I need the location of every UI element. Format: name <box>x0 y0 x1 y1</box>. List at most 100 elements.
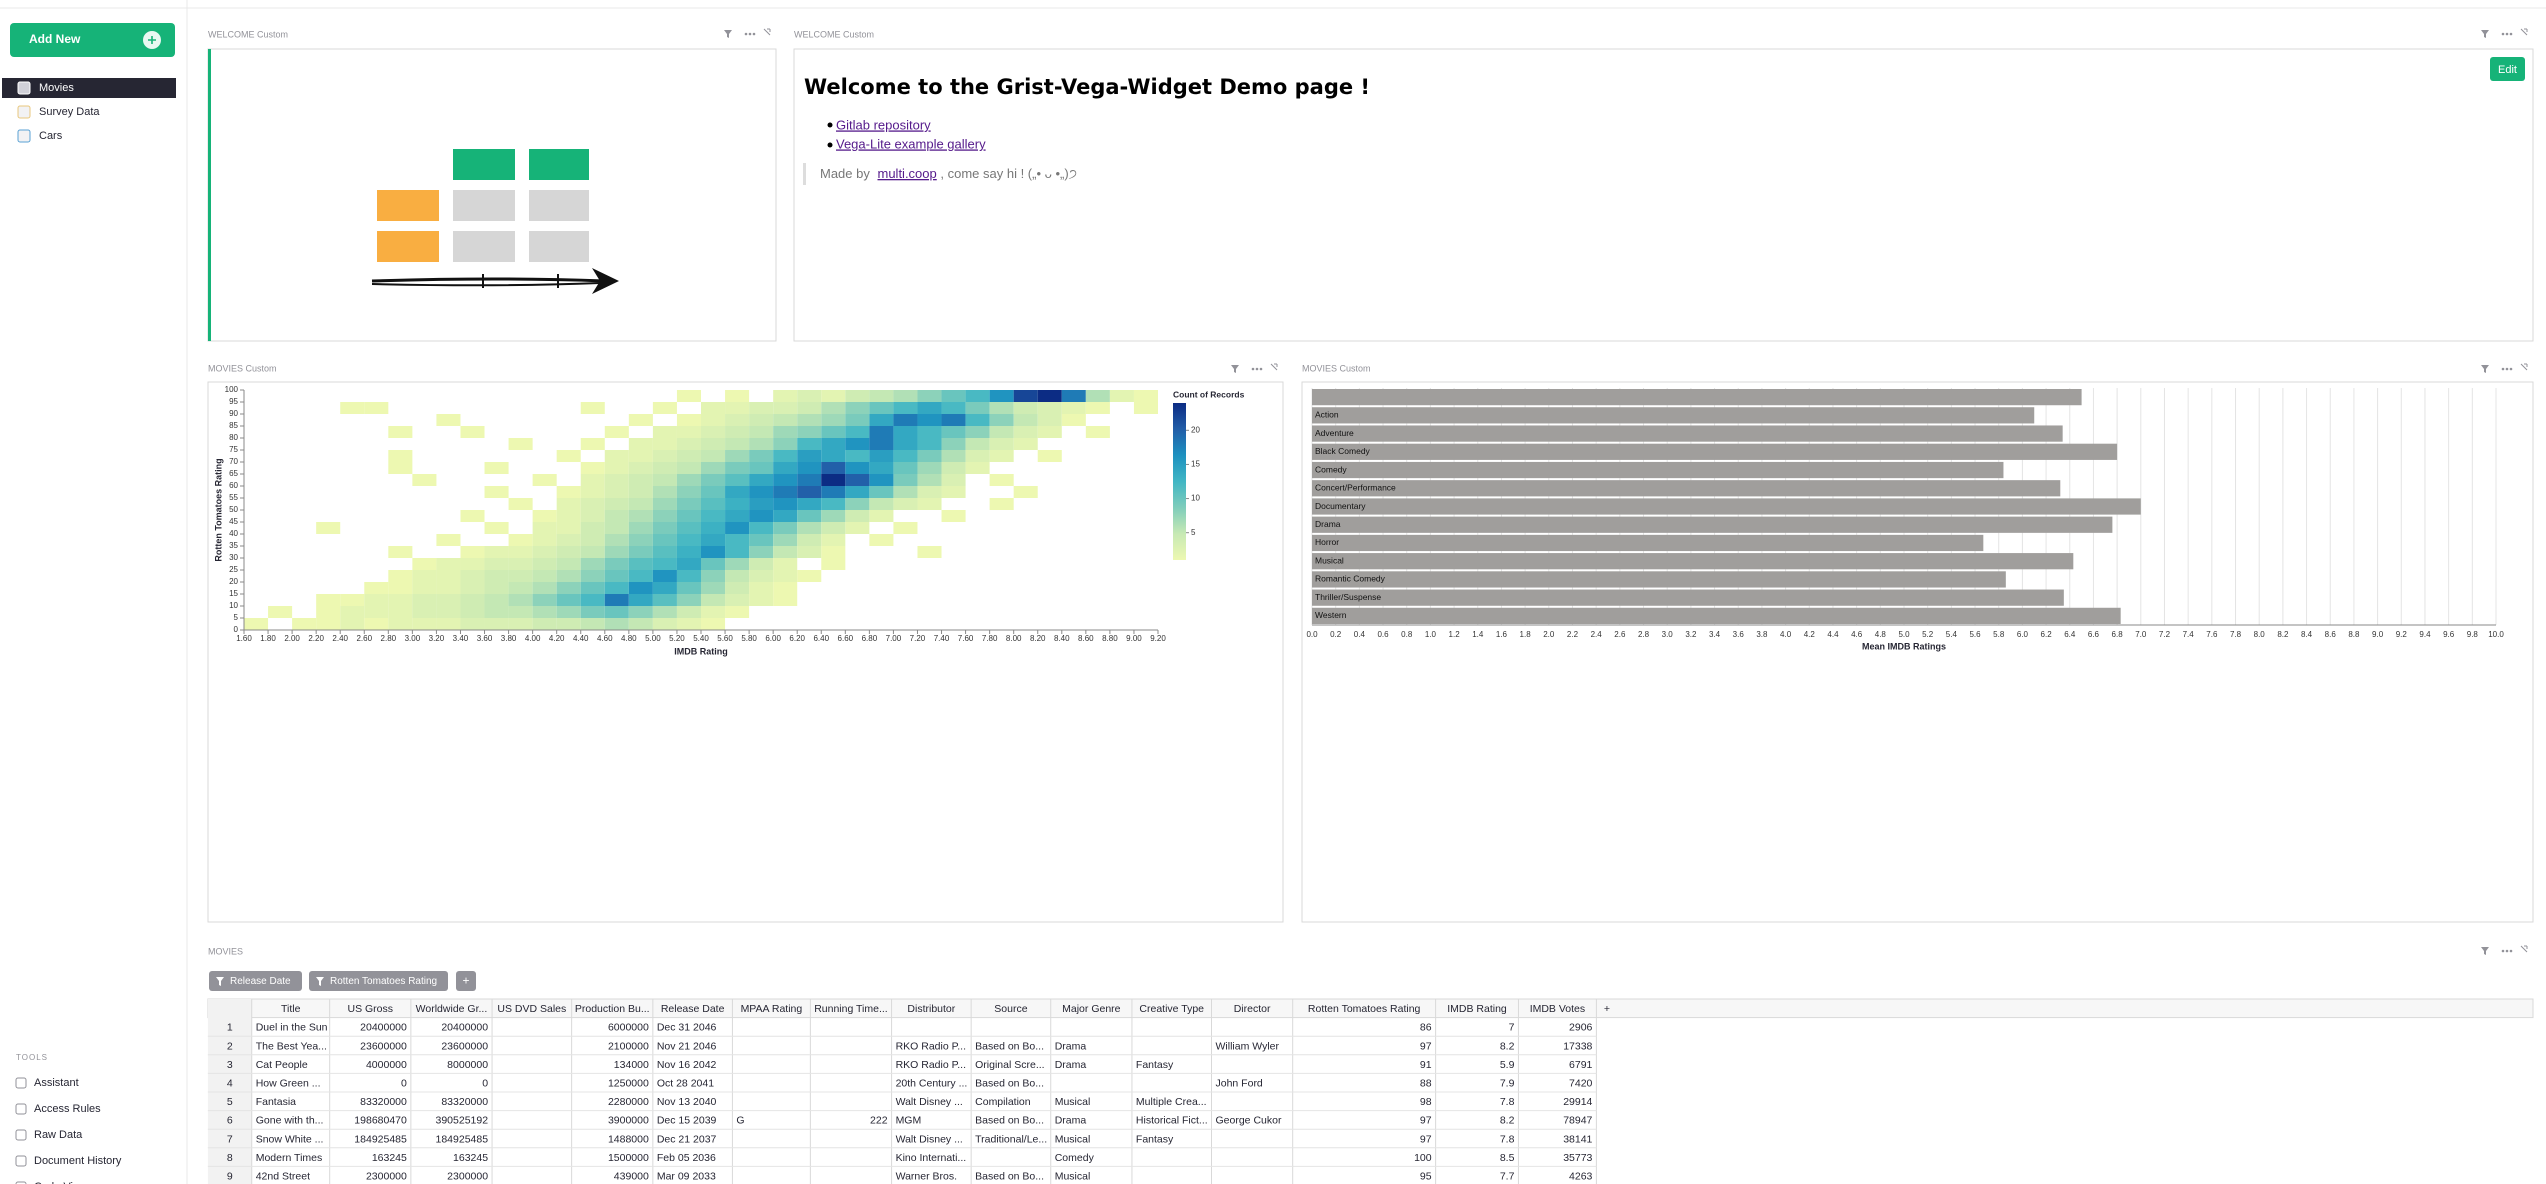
cell[interactable]: Based on Bo... <box>975 1170 1044 1182</box>
cell[interactable]: Nov 16 2042 <box>657 1059 717 1071</box>
link[interactable]: Vega-Lite example gallery <box>836 136 986 151</box>
row-number[interactable]: 6 <box>227 1115 233 1127</box>
cell[interactable]: 7 <box>1509 1022 1515 1034</box>
cell[interactable]: Modern Times <box>256 1152 323 1164</box>
row-number[interactable]: 2 <box>227 1040 233 1052</box>
menu-dot[interactable] <box>2509 32 2513 36</box>
cell[interactable]: 97 <box>1420 1115 1432 1127</box>
filter-label[interactable]: Rotten Tomatoes Rating <box>330 976 437 987</box>
cell[interactable]: 97 <box>1420 1040 1432 1052</box>
cell[interactable]: 390525192 <box>436 1115 489 1127</box>
cell[interactable]: 184925485 <box>354 1133 407 1145</box>
cell[interactable]: 95 <box>1420 1170 1432 1182</box>
add-column[interactable]: + <box>1604 1003 1610 1015</box>
link[interactable]: Gitlab repository <box>836 117 931 132</box>
menu-dot[interactable] <box>2505 32 2509 36</box>
cell[interactable]: 2100000 <box>608 1040 649 1052</box>
cell[interactable]: Oct 28 2041 <box>657 1077 714 1089</box>
menu-dot[interactable] <box>2505 367 2509 371</box>
add-new-button[interactable] <box>10 23 175 57</box>
cell[interactable]: Drama <box>1055 1059 1087 1071</box>
cell[interactable]: 23600000 <box>441 1040 488 1052</box>
cell[interactable]: Multiple Crea... <box>1136 1096 1207 1108</box>
cell[interactable]: RKO Radio P... <box>896 1059 966 1071</box>
cell[interactable]: Nov 21 2046 <box>657 1040 717 1052</box>
expand-icon[interactable] <box>2520 945 2528 953</box>
cell[interactable]: 97 <box>1420 1133 1432 1145</box>
cell[interactable]: 0 <box>401 1077 407 1089</box>
cell[interactable]: 7.8 <box>1500 1096 1515 1108</box>
menu-dot[interactable] <box>2509 949 2513 953</box>
cell[interactable]: 88 <box>1420 1077 1432 1089</box>
menu-dot[interactable] <box>744 32 748 36</box>
filter-icon[interactable] <box>2481 365 2489 373</box>
cell[interactable]: Gone with th... <box>256 1115 324 1127</box>
add-filter-button[interactable] <box>456 971 476 991</box>
cell[interactable]: 8.2 <box>1500 1040 1515 1052</box>
cell[interactable]: 1488000 <box>608 1133 649 1145</box>
edit-label[interactable]: Edit <box>2498 64 2517 76</box>
cell[interactable]: How Green ... <box>256 1077 321 1089</box>
cell[interactable]: Dec 21 2037 <box>657 1133 717 1145</box>
cell[interactable]: 8000000 <box>447 1059 488 1071</box>
tool-item[interactable]: Document History <box>34 1155 122 1167</box>
cell[interactable]: RKO Radio P... <box>896 1040 966 1052</box>
cell[interactable]: 184925485 <box>436 1133 489 1145</box>
cell[interactable]: 20th Century ... <box>896 1077 968 1089</box>
tool-item[interactable]: Raw Data <box>34 1129 83 1141</box>
filter-icon[interactable] <box>2481 30 2489 38</box>
cell[interactable]: Nov 13 2040 <box>657 1096 717 1108</box>
menu-dot[interactable] <box>1259 367 1263 371</box>
quote-link[interactable]: multi.coop <box>878 166 937 181</box>
row-number[interactable]: 5 <box>227 1096 233 1108</box>
filter-label[interactable]: Release Date <box>230 976 291 987</box>
cell[interactable]: 222 <box>870 1115 888 1127</box>
cell[interactable]: 6000000 <box>608 1022 649 1034</box>
edit-button[interactable] <box>2490 57 2525 81</box>
cell[interactable]: 2906 <box>1569 1022 1593 1034</box>
cell[interactable]: Fantasy <box>1136 1059 1174 1071</box>
cell[interactable]: 439000 <box>614 1170 649 1182</box>
cell[interactable]: 42nd Street <box>256 1170 310 1182</box>
menu-dot[interactable] <box>1255 367 1259 371</box>
cell[interactable]: 4000000 <box>366 1059 407 1071</box>
cell[interactable]: Warner Bros. <box>896 1170 957 1182</box>
cell[interactable]: John Ford <box>1216 1077 1263 1089</box>
cell[interactable]: 8.5 <box>1500 1152 1515 1164</box>
cell[interactable]: 6791 <box>1569 1059 1593 1071</box>
cell[interactable]: 1500000 <box>608 1152 649 1164</box>
tool-item[interactable]: Code View <box>34 1181 87 1184</box>
cell[interactable]: 78947 <box>1563 1115 1592 1127</box>
cell[interactable]: 198680470 <box>354 1115 407 1127</box>
cell[interactable]: Kino Internati... <box>896 1152 967 1164</box>
menu-dot[interactable] <box>752 32 756 36</box>
menu-dot[interactable] <box>2501 367 2505 371</box>
menu-dot[interactable] <box>748 32 752 36</box>
cell[interactable]: 7420 <box>1569 1077 1593 1089</box>
cell[interactable]: 98 <box>1420 1096 1432 1108</box>
cell[interactable]: 1250000 <box>608 1077 649 1089</box>
cell[interactable]: Comedy <box>1055 1152 1095 1164</box>
cell[interactable]: 134000 <box>614 1059 649 1071</box>
row-number[interactable]: 1 <box>227 1022 233 1034</box>
cell[interactable]: 83320000 <box>360 1096 407 1108</box>
expand-icon[interactable] <box>2520 363 2528 371</box>
cell[interactable]: 29914 <box>1563 1096 1592 1108</box>
cell[interactable]: Musical <box>1055 1096 1091 1108</box>
menu-dot[interactable] <box>2509 367 2513 371</box>
cell[interactable]: 2300000 <box>366 1170 407 1182</box>
cell[interactable]: Musical <box>1055 1133 1091 1145</box>
row-number[interactable]: 9 <box>227 1170 233 1182</box>
cell[interactable]: Feb 05 2036 <box>657 1152 716 1164</box>
row-number[interactable]: 4 <box>227 1077 233 1089</box>
cell[interactable]: 91 <box>1420 1059 1432 1071</box>
cell[interactable]: 20400000 <box>360 1022 407 1034</box>
filter-button[interactable] <box>309 971 448 991</box>
cell[interactable]: Historical Fict... <box>1136 1115 1208 1127</box>
cell[interactable]: Fantasy <box>1136 1133 1174 1145</box>
add-filter-label[interactable]: + <box>462 974 469 988</box>
cell[interactable]: 38141 <box>1563 1133 1592 1145</box>
cell[interactable]: Musical <box>1055 1170 1091 1182</box>
cell[interactable]: Drama <box>1055 1115 1087 1127</box>
row-number[interactable]: 8 <box>227 1152 233 1164</box>
